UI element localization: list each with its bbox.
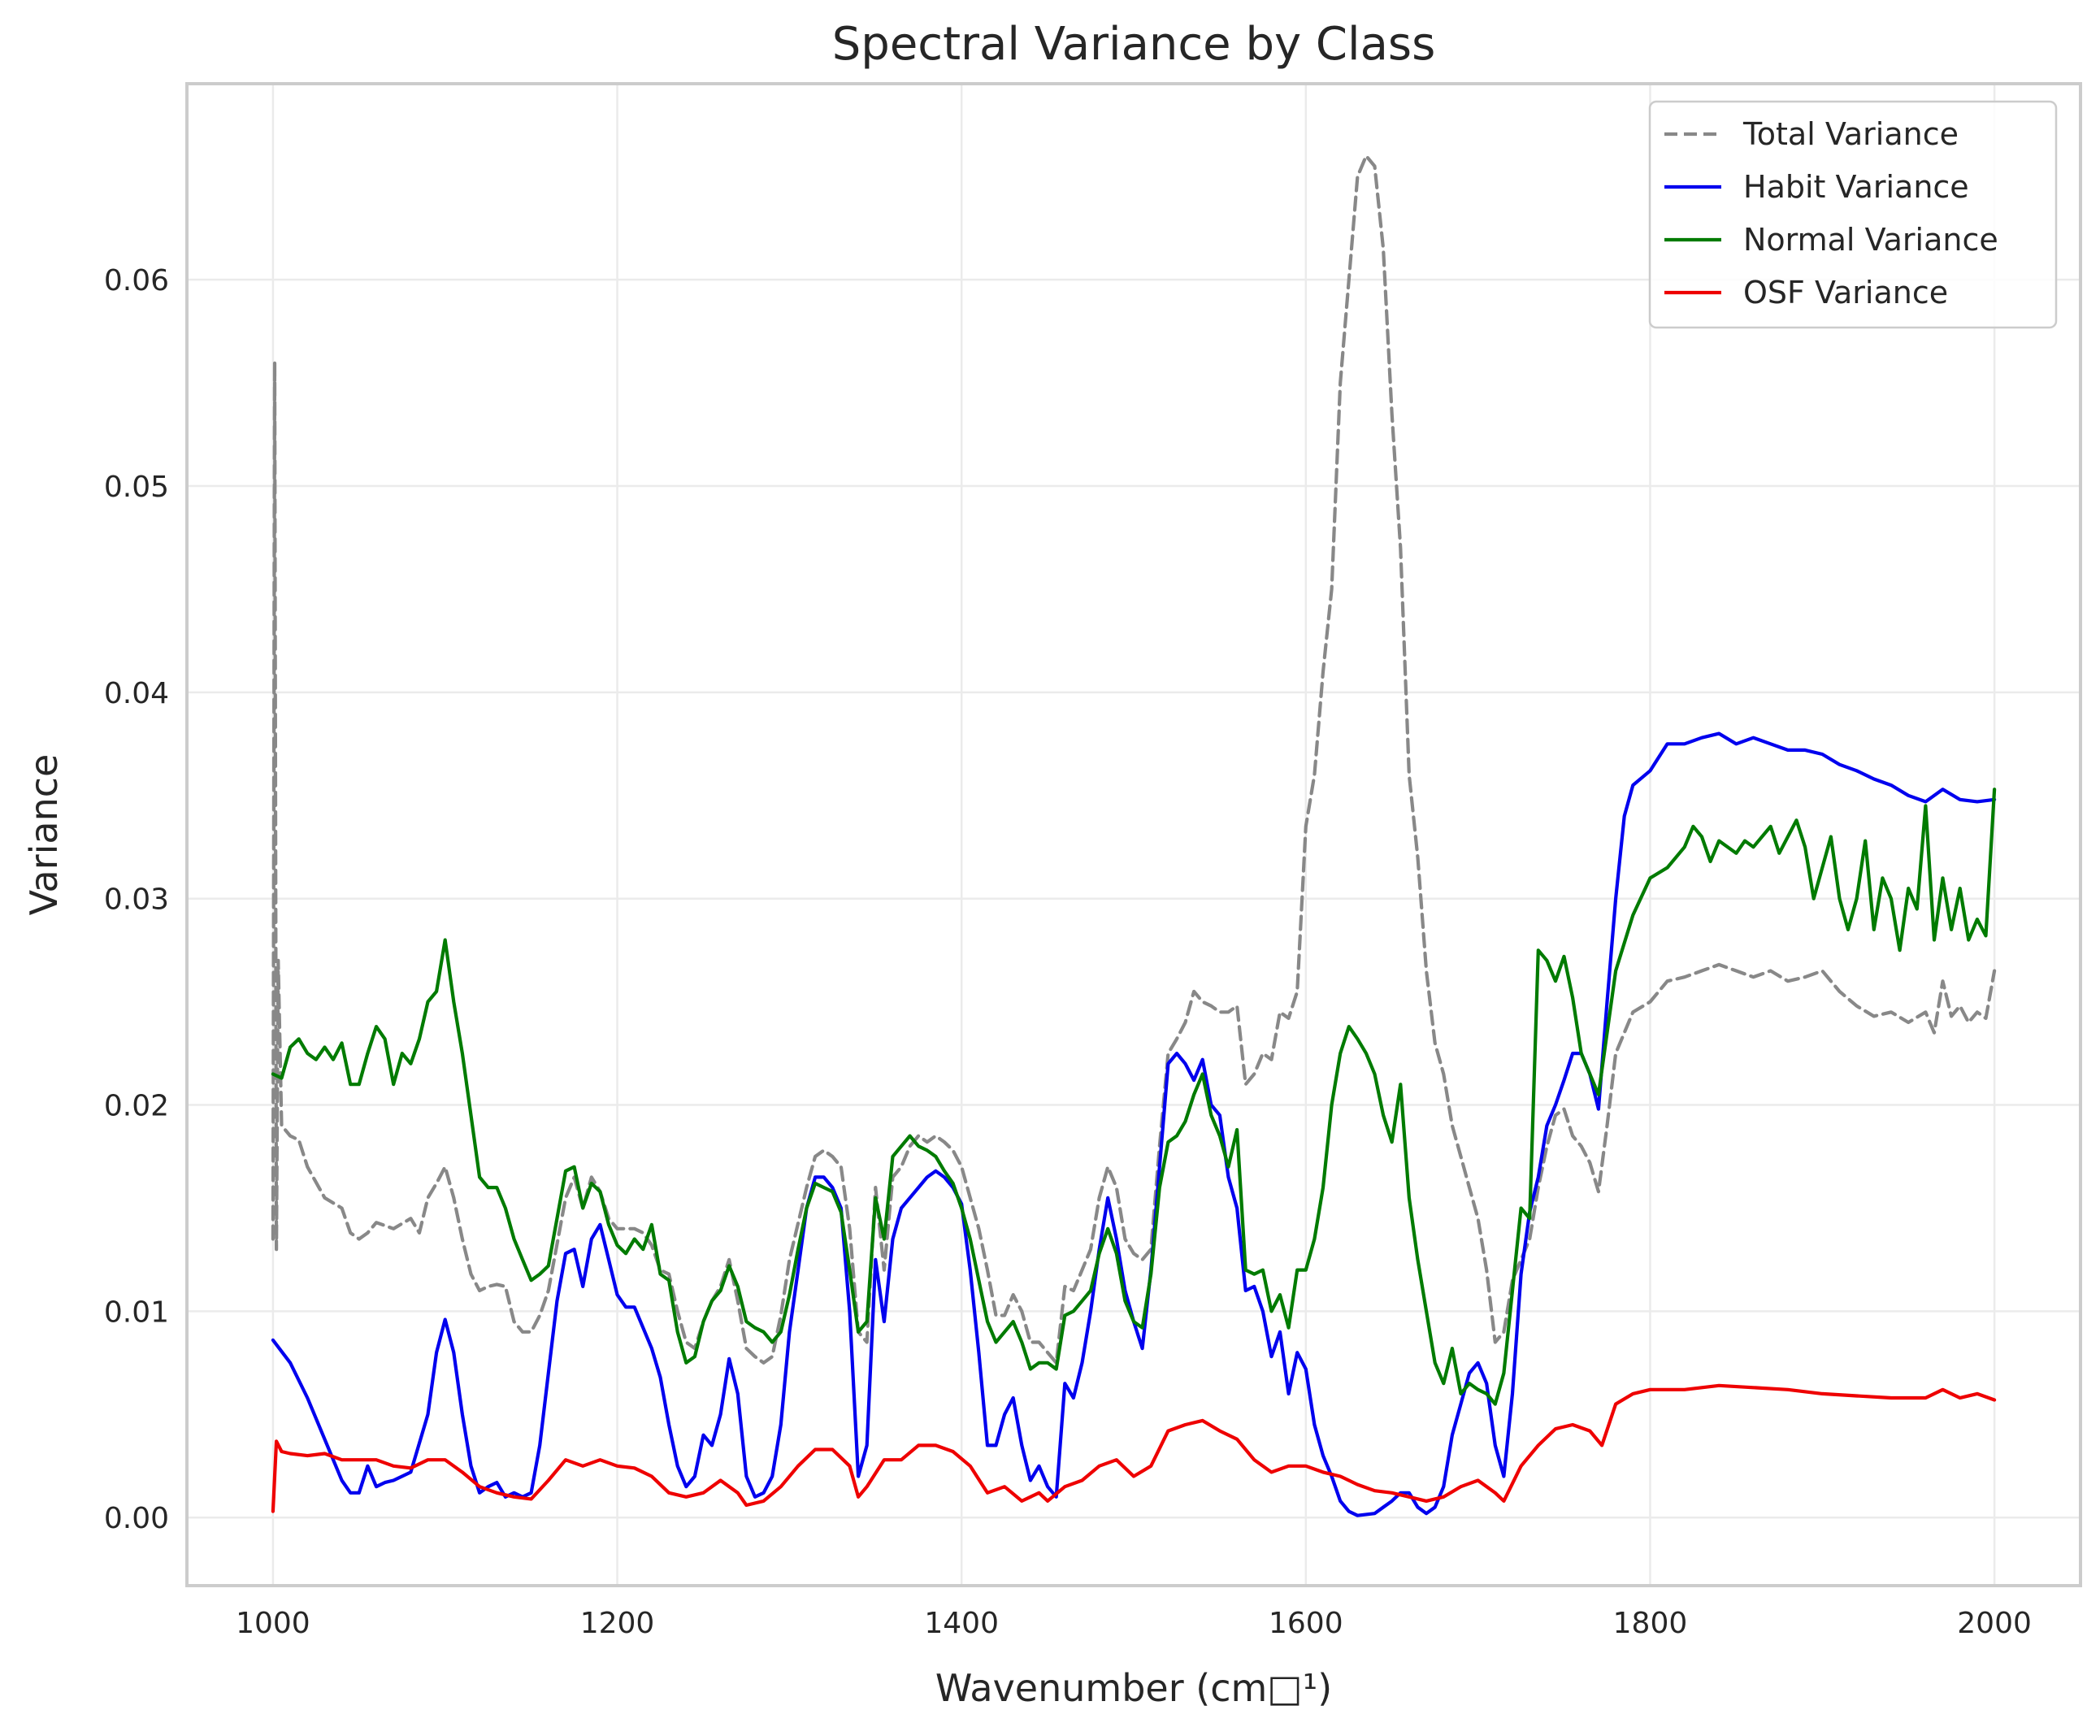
series-line-normal-variance (271, 788, 1997, 1406)
y-tick-label: 0.03 (104, 883, 169, 917)
series-line-habit-variance (271, 731, 1997, 1517)
series-layer (271, 154, 1997, 1517)
y-tick-label: 0.06 (104, 264, 169, 297)
x-tick-label: 1200 (580, 1607, 655, 1640)
x-axis-ticks: 1000 1200 1400 1600 1800 2000 (236, 1607, 2032, 1640)
y-tick-label: 0.01 (104, 1295, 169, 1329)
x-axis-label: Wavenumber (cm□¹) (935, 1666, 1332, 1710)
x-tick-label: 1600 (1269, 1607, 1343, 1640)
plot-frame (185, 82, 2082, 1587)
legend-label: Habit Variance (1743, 169, 1969, 205)
y-tick-label: 0.00 (104, 1502, 169, 1535)
x-tick-label: 1800 (1613, 1607, 1688, 1640)
legend-label: Total Variance (1742, 116, 1959, 152)
legend-label: OSF Variance (1743, 275, 1948, 310)
y-axis-ticks: 0.00 0.01 0.02 0.03 0.04 0.05 0.06 (104, 264, 169, 1535)
series-line-osf-variance (271, 1383, 1997, 1513)
y-tick-label: 0.02 (104, 1090, 169, 1123)
y-axis-label: Variance (22, 754, 66, 916)
legend: Total Variance Habit Variance Normal Varia… (1648, 100, 2058, 329)
x-tick-label: 1400 (924, 1607, 999, 1640)
y-tick-label: 0.05 (104, 471, 169, 504)
series-line-total-variance (271, 154, 1997, 1365)
x-tick-label: 2000 (1957, 1607, 2032, 1640)
chart-title: Spectral Variance by Class (832, 18, 1436, 71)
y-tick-label: 0.04 (104, 677, 169, 710)
x-tick-label: 1000 (236, 1607, 310, 1640)
legend-box (1648, 100, 2058, 329)
legend-label: Normal Variance (1743, 222, 1998, 258)
